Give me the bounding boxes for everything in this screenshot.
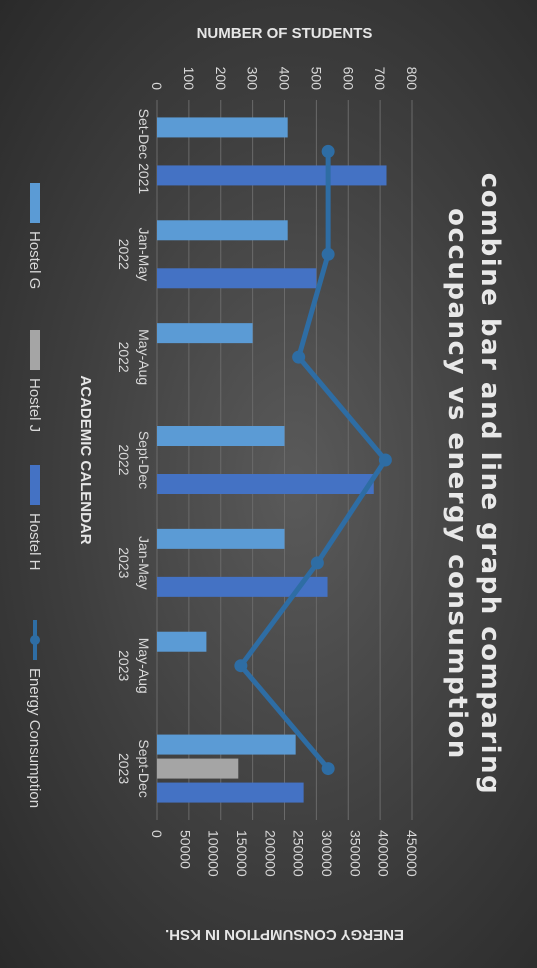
energy-consumption-point [378, 453, 392, 467]
energy-consumption-point [321, 247, 335, 261]
bar-hostel-h [157, 474, 374, 494]
energy-tick-label: 50000 [177, 830, 193, 869]
students-tick-label: 800 [404, 67, 420, 91]
chart-rotated-group: combine bar and line graph comparingoccu… [26, 25, 505, 943]
energy-tick-label: 0 [149, 830, 165, 838]
category-label: 2022 [116, 444, 132, 475]
students-axis-title: NUMBER OF STUDENTS [197, 25, 373, 42]
students-tick-label: 100 [181, 67, 197, 91]
legend-swatch [30, 465, 40, 505]
x-axis-title: ACADEMIC CALENDAR [77, 375, 94, 544]
bar-hostel-h [157, 268, 317, 289]
category-label: Sept-Dec [136, 739, 152, 797]
energy-tick-label: 350000 [347, 830, 363, 877]
legend-swatch [30, 330, 40, 370]
energy-consumption-point [292, 350, 306, 364]
category-label: 2022 [116, 342, 132, 373]
bar-hostel-g [157, 631, 207, 652]
energy-tick-label: 300000 [319, 830, 335, 877]
bar-hostel-g [157, 220, 288, 241]
students-tick-label: 0 [149, 82, 165, 90]
students-tick-label: 400 [277, 67, 293, 91]
energy-tick-label: 100000 [206, 830, 222, 877]
category-label: 2023 [116, 753, 132, 784]
category-label: Jan-May [136, 227, 152, 281]
bar-hostel-h [157, 782, 304, 803]
bar-hostel-g [157, 426, 285, 446]
bar-hostel-h [157, 165, 387, 186]
category-label: May-Aug [136, 329, 152, 385]
category-label: May-Aug [136, 638, 152, 694]
chart-title-line: occupancy vs energy consumption [442, 208, 472, 760]
bar-hostel-g [157, 117, 288, 138]
bar-hostel-h [157, 576, 328, 597]
bar-hostel-g [157, 323, 253, 344]
students-tick-label: 600 [340, 67, 356, 91]
energy-tick-label: 150000 [234, 830, 250, 877]
legend-label: Energy Consumption [26, 668, 43, 808]
category-label: Sept-Dec [136, 431, 152, 489]
energy-consumption-line [238, 151, 388, 771]
category-label: Jan-May [136, 536, 152, 590]
energy-consumption-point [321, 762, 335, 776]
energy-tick-label: 400000 [376, 830, 392, 877]
students-tick-label: 200 [213, 67, 229, 91]
category-label: 2023 [116, 650, 132, 681]
students-tick-label: 700 [372, 67, 388, 91]
bar-hostel-j [157, 758, 239, 779]
energy-tick-label: 250000 [291, 830, 307, 877]
category-label: 2022 [116, 239, 132, 270]
students-tick-label: 500 [308, 67, 324, 91]
category-label: 2023 [116, 547, 132, 578]
energy-consumption-point [234, 659, 248, 673]
bar-hostel-g [157, 528, 285, 549]
chart-title-line: combine bar and line graph comparing [475, 173, 505, 795]
legend-marker [30, 635, 40, 645]
students-tick-label: 300 [245, 67, 261, 91]
legend-label: Hostel H [26, 513, 43, 571]
energy-axis-title: ENERGY CONSUMPTION IN KSH. [165, 926, 404, 943]
energy-consumption-point [321, 144, 335, 158]
energy-consumption-point [310, 556, 324, 570]
category-label: Set-Dec 2021 [136, 109, 152, 195]
legend-label: Hostel G [26, 231, 43, 289]
energy-tick-label: 200000 [262, 830, 278, 877]
bar-hostel-g [157, 734, 296, 755]
legend-swatch [30, 183, 40, 223]
energy-tick-label: 450000 [404, 830, 420, 877]
legend-label: Hostel J [26, 378, 43, 432]
